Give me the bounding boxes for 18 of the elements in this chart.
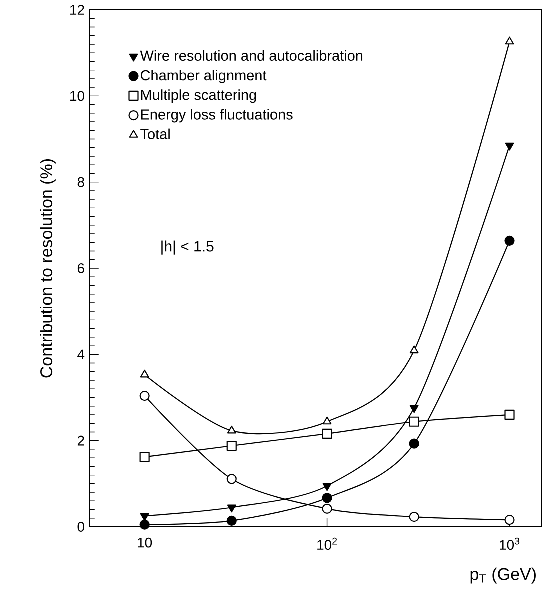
y-tick-label: 2 <box>78 436 84 446</box>
x-axis-title: p$_{T}$ (GeV) <box>470 568 536 584</box>
y-tick-label: 4 <box>78 350 85 360</box>
y-tick-label: 6 <box>78 264 84 274</box>
x-tick-label: 10$^{3}$ <box>500 538 520 550</box>
annotation: |h| < 1.5 <box>162 240 214 255</box>
y-tick-label: 12 <box>70 5 84 15</box>
legend-label: Energy loss fluctuations <box>142 109 293 123</box>
y-tick-label: 8 <box>78 177 84 188</box>
legend-label: Multiple scattering <box>142 90 256 104</box>
y-axis-title: Contribution to resolution (%) <box>40 160 56 378</box>
legend-label: Total <box>140 128 170 140</box>
y-tick-label: 10 <box>70 91 85 102</box>
legend-label: Wire resolution and autocalibration <box>140 50 363 62</box>
legend-label: Chamber alignment <box>141 70 267 84</box>
y-tick-label: 0 <box>78 522 85 532</box>
x-tick-label: 10$^{2}$ <box>318 538 338 550</box>
x-tick-label: 10 <box>138 538 152 548</box>
